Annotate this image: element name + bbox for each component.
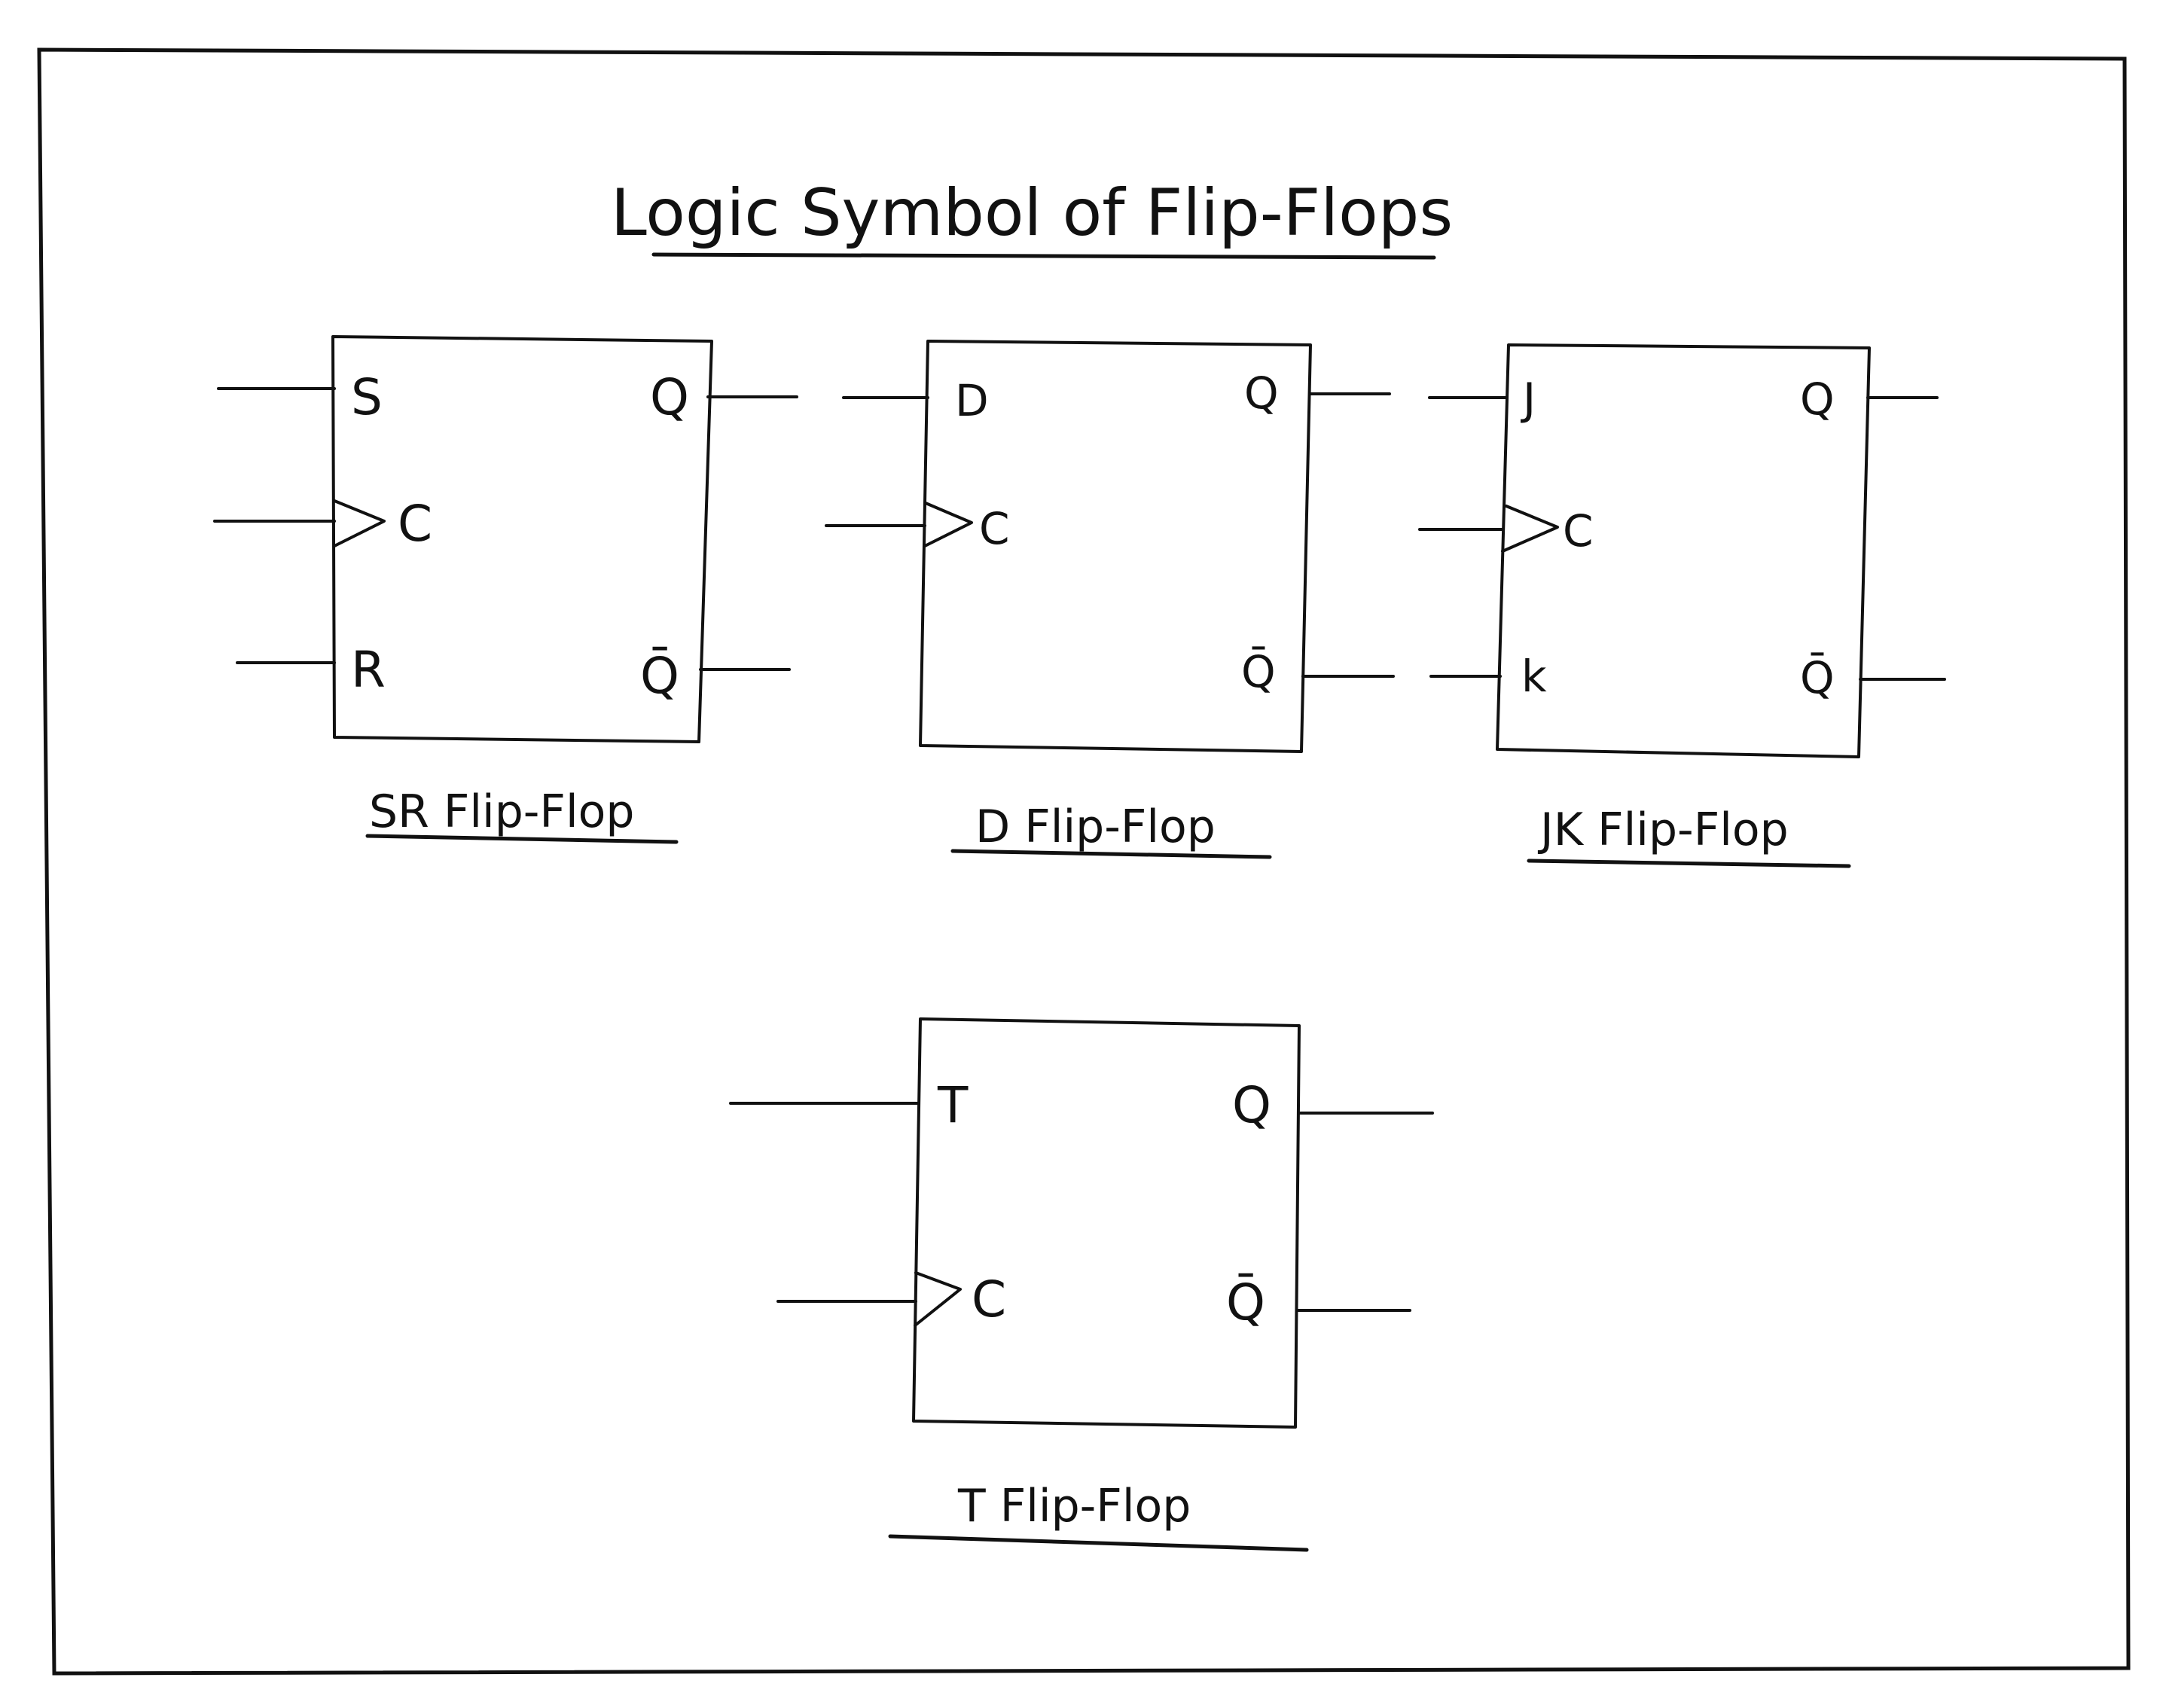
t-flip-flop-caption: T Flip-Flop xyxy=(957,1480,1191,1533)
jk-pin-q: Q xyxy=(1800,374,1835,425)
sr-pin-c: C xyxy=(398,495,432,553)
jk-caption-underline xyxy=(1527,859,1851,868)
jk-pin-k: k xyxy=(1521,651,1547,702)
t-clock-triangle xyxy=(914,1271,962,1327)
d-pin-c: C xyxy=(979,503,1010,554)
d-pin-q: Q xyxy=(1244,368,1279,419)
t-pin-q: Q xyxy=(1232,1076,1271,1134)
d-flip-flop: D C Q Q̄ D Flip-Flop xyxy=(825,340,1395,859)
jk-pin-c: C xyxy=(1563,505,1594,557)
sr-pin-s: S xyxy=(351,368,383,426)
d-flip-flop-caption: D Flip-Flop xyxy=(975,801,1216,853)
t-caption-underline xyxy=(888,1534,1309,1552)
d-pin-d: D xyxy=(955,375,989,426)
t-pin-qbar: Q̄ xyxy=(1226,1273,1265,1331)
t-flip-flop: T C Q Q̄ T Flip-Flop xyxy=(729,1017,1434,1552)
sr-caption-underline xyxy=(365,834,679,844)
jk-flip-flop-box xyxy=(1496,343,1871,758)
d-clock-triangle xyxy=(923,502,973,547)
sr-pin-r: R xyxy=(351,641,386,699)
sr-clock-triangle xyxy=(333,499,386,547)
jk-clock-triangle xyxy=(1501,505,1559,553)
jk-pin-j: J xyxy=(1521,374,1536,425)
sr-pin-qbar: Q̄ xyxy=(640,647,679,705)
jk-pin-qbar: Q̄ xyxy=(1800,651,1835,703)
sr-flip-flop: S C R Q Q̄ SR Flip-Flop xyxy=(213,335,798,844)
t-pin-t: T xyxy=(937,1076,969,1134)
title-underline xyxy=(651,252,1436,260)
jk-flip-flop: J C k Q Q̄ JK Flip-Flop xyxy=(1418,343,1946,868)
sr-flip-flop-caption: SR Flip-Flop xyxy=(369,785,634,838)
d-pin-qbar: Q̄ xyxy=(1241,645,1276,697)
t-flip-flop-box xyxy=(912,1017,1301,1429)
t-pin-c: C xyxy=(972,1270,1006,1328)
d-caption-underline xyxy=(950,849,1272,859)
d-flip-flop-box xyxy=(919,340,1312,753)
diagram-title: Logic Symbol of Flip-Flops xyxy=(611,175,1453,251)
sr-pin-q: Q xyxy=(650,368,689,426)
outer-frame xyxy=(37,47,2131,1676)
sr-flip-flop-box xyxy=(331,335,713,743)
jk-flip-flop-caption: JK Flip-Flop xyxy=(1537,804,1789,856)
